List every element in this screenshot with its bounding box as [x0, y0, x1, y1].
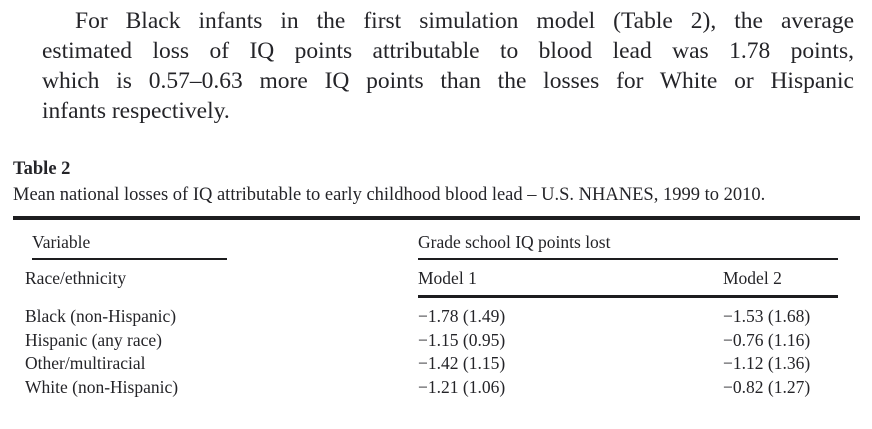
table-body: Black (non-Hispanic) −1.78 (1.49) −1.53 … [13, 305, 860, 399]
paragraph-line: infants respectively. [42, 98, 230, 124]
col-header-race-ethnicity: Race/ethnicity [25, 268, 127, 288]
row-label-cell: Black (non-Hispanic) [25, 306, 177, 326]
model1-value-cell: −1.15 (0.95) [418, 329, 506, 350]
model1-value-cell: −1.21 (1.06) [418, 376, 506, 397]
row-label-cell: Other/multiracial [25, 353, 146, 373]
row-label-cell: White (non-Hispanic) [25, 376, 179, 397]
row-label-cell: Hispanic (any race) [25, 329, 163, 350]
model1-value-cell: −1.78 (1.49) [418, 306, 506, 326]
table-2-label: Table 2 [13, 159, 71, 179]
table-row: Black (non-Hispanic) −1.78 (1.49) −1.53 … [13, 305, 860, 329]
body-paragraph: For Black infants in the first simulatio… [42, 6, 854, 126]
table-2-caption: Mean national losses of IQ attributable … [13, 185, 766, 205]
model2-value-cell: −1.53 (1.68) [723, 306, 811, 326]
table-header-row: Race/ethnicity Model 1 Model 2 [13, 268, 860, 289]
col-header-variable: Variable [32, 232, 227, 260]
model2-value-cell: −0.82 (1.27) [723, 376, 811, 397]
paragraph-line: which is 0.57–0.63 more IQ points than t… [42, 68, 854, 94]
table-header-spanner-row: Variable Grade school IQ points lost [13, 220, 860, 260]
header-midrule [418, 295, 838, 298]
model1-value-cell: −1.42 (1.15) [418, 353, 506, 373]
table-row: White (non-Hispanic) −1.21 (1.06) −0.82 … [13, 376, 860, 400]
col-header-model-1: Model 1 [418, 268, 477, 288]
model2-value-cell: −0.76 (1.16) [723, 329, 811, 350]
table-top-rule [13, 216, 860, 220]
col-header-grade-school-iq-points-lost: Grade school IQ points lost [418, 232, 838, 260]
model2-value-cell: −1.12 (1.36) [723, 353, 811, 373]
table-row: Hispanic (any race) −1.15 (0.95) −0.76 (… [13, 329, 860, 353]
table-row: Other/multiracial −1.42 (1.15) −1.12 (1.… [13, 352, 860, 376]
paragraph-line: estimated loss of IQ points attributable… [42, 38, 854, 64]
table-2: Variable Grade school IQ points lost Rac… [13, 216, 860, 399]
col-header-model-2: Model 2 [723, 268, 782, 288]
paragraph-line: For Black infants in the first simulatio… [75, 8, 854, 34]
